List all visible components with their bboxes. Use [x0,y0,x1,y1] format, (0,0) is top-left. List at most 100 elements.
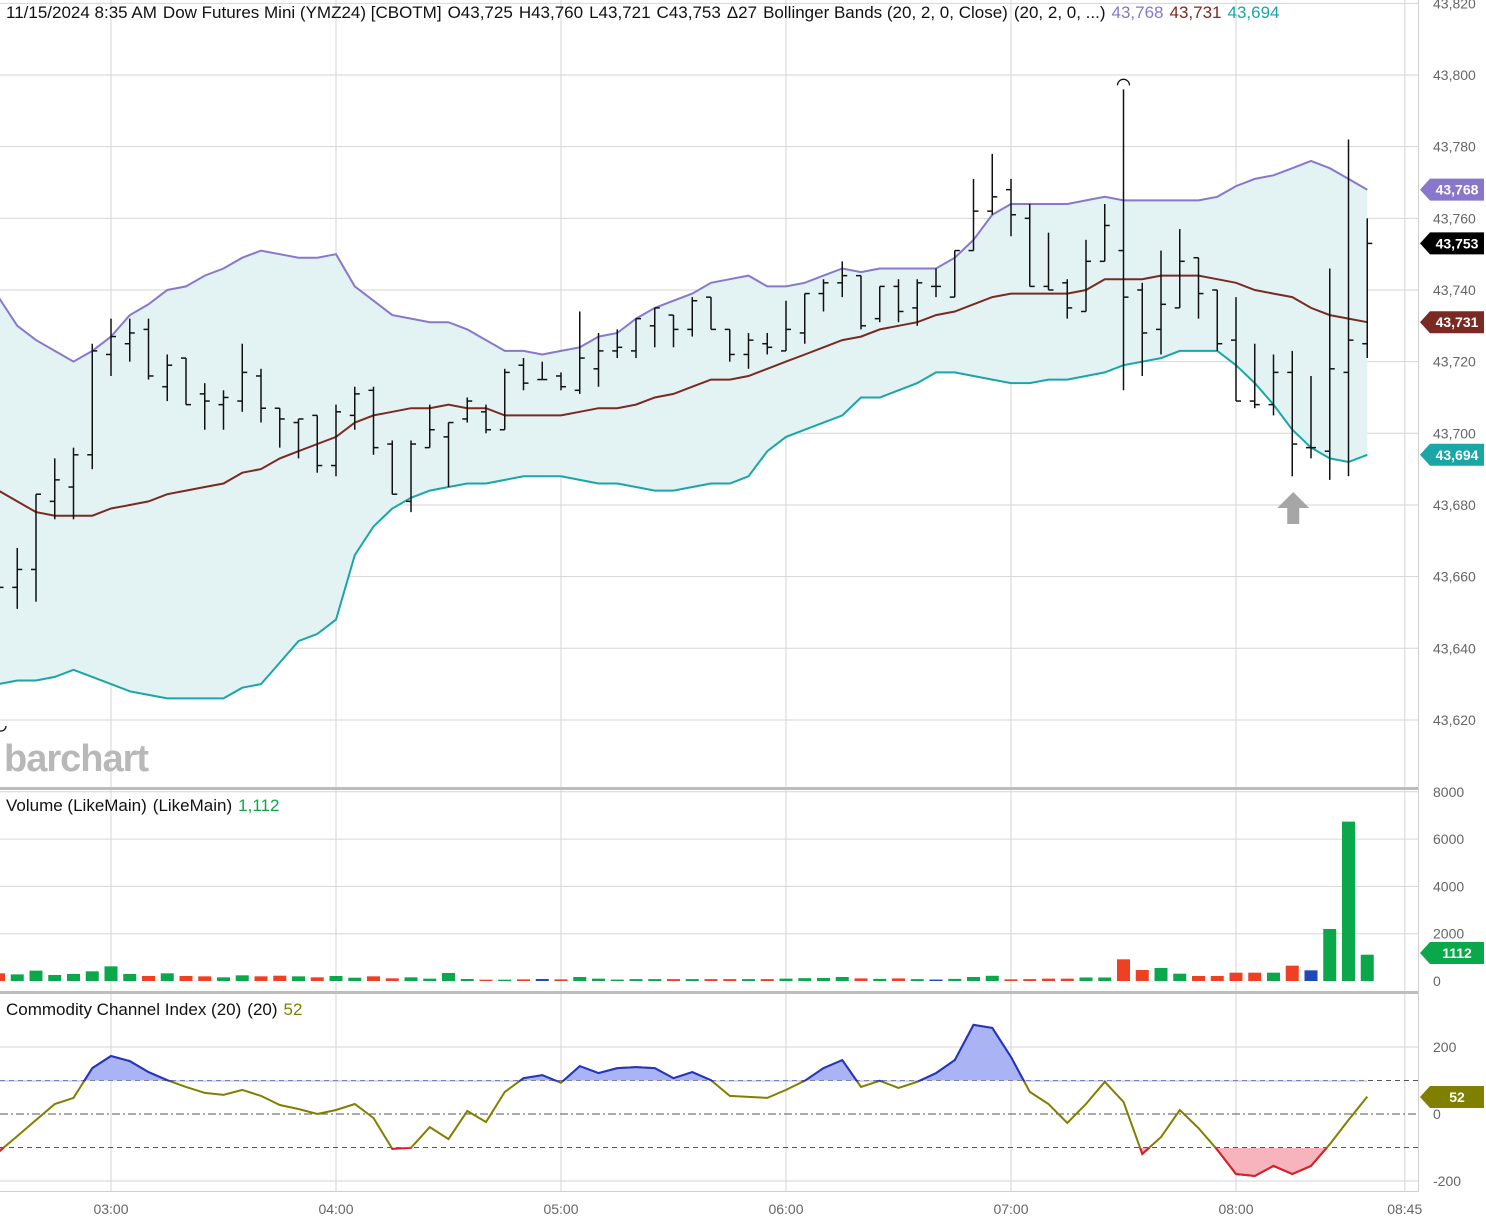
last-price-tag-shape [1420,232,1484,255]
ohlc-bar [1249,343,1260,409]
volume-bar [1192,975,1205,981]
volume-bar [817,977,830,981]
volume-bar [179,975,193,981]
ohlc-bar [237,343,248,412]
upper-band-tag-shape [1420,178,1484,201]
price-tick-label: 43,680 [1433,497,1476,513]
volume-bar [798,978,812,981]
legend-upper-value: 43,768 [1111,3,1164,22]
upper-band-tag: 43,768 [1420,178,1484,201]
volume-bar [1154,967,1168,981]
upper-band-tag-label: 43,768 [1436,182,1479,198]
volume-bar [385,978,399,981]
cci-oversold-line [0,1148,1328,1178]
ohlc-bar [349,386,360,430]
ohlc-bar [293,418,304,459]
ohlc-bar [1268,354,1279,416]
axes: 43,620 43,640 43,660 43,680 43,700 43,720 43,7… [93,0,1476,1217]
ohlc-bar [799,292,810,344]
lower-band-tag-label: 43,694 [1436,447,1479,463]
volume-bar [142,975,155,981]
volume-bar [779,978,793,981]
low-marker-icon [0,725,7,732]
ohlc-bar [1287,350,1298,477]
ohlc-bar [1081,239,1091,313]
legend-open: O43,725 [447,3,513,22]
ohlc-bar [481,404,491,434]
ohlc-bar [1137,282,1148,376]
volume-bar [1079,977,1093,981]
ohlc-bar [218,390,229,430]
ohlc-bar [1193,256,1204,319]
ohlc-bar [593,332,604,387]
time-tick-label: 08:00 [1218,1201,1253,1217]
volume-bar [854,978,868,981]
markers [0,78,1310,732]
volume-bar [629,979,643,981]
bollinger-upper-line [0,159,1368,363]
volume-bar [1042,978,1055,981]
ohlc-bar [1156,250,1166,355]
volume-bar [760,979,774,981]
ohlc-bar [949,249,960,298]
volume-bar [667,979,680,981]
volume-tick-label: 6000 [1433,831,1464,847]
volume-value: 1,112 [238,796,280,815]
volume-bar [254,976,268,981]
volume-bar [1098,977,1112,981]
volume-bar [1117,959,1130,981]
price-tick-label: 43,660 [1433,569,1476,585]
volume-bar [273,975,287,981]
volume-bar [329,975,343,981]
volume-bar [217,977,230,981]
volume-bar [873,978,887,981]
ohlc-bar [649,307,660,348]
bollinger-lower-line [0,349,1368,700]
volume-bar [1004,979,1018,981]
volume-bar [910,979,924,981]
volume-bar [1173,973,1187,981]
price-tick-label: 43,780 [1433,139,1476,155]
ohlc-bar [537,361,548,381]
volume-bar [554,979,568,981]
ohlc-bar [1174,229,1185,309]
volume-bar [0,973,5,981]
time-tick-label: 03:00 [93,1201,128,1217]
ohlc-bar [387,440,398,495]
ohlc-bar [312,414,323,473]
volume-bar [292,976,305,981]
volume-bar [160,973,174,981]
volume-bar [1060,978,1074,981]
volume-params: (LikeMain) [152,796,233,815]
ohlc-bar [1043,232,1054,291]
ohlc-bar [499,368,510,431]
ohlc-bar [274,407,285,448]
bollinger-bands [0,159,1368,700]
middle-band-tag-label: 43,731 [1436,314,1479,330]
volume-bar [367,976,380,981]
ohlc-bar [68,447,79,520]
ohlc-bar [124,318,135,362]
volume-bar [479,979,493,981]
volume-bar [1229,972,1243,981]
price-tick-label: 43,760 [1433,210,1476,226]
ohlc-bar [612,329,623,359]
cci-indicator [0,1023,1418,1178]
cci-line [0,1023,1369,1178]
ohlc-bar [406,440,416,513]
time-tick-label: 07:00 [993,1201,1028,1217]
price-tick-label: 43,820 [1433,0,1476,11]
volume-bar [948,978,962,981]
cci-overbought-fill [0,1024,1368,1082]
volume-bar [723,979,737,981]
ohlc-bar [1324,268,1335,480]
ohlc-bar [818,279,829,312]
volume-title: Volume (LikeMain) [6,796,147,815]
ohlc-bar [368,386,379,455]
legend-instrument: Dow Futures Mini (YMZ24) [CBOTM] [162,3,442,22]
ohlc-bar [1024,203,1035,288]
main-legend: 11/15/2024 8:35 AM Dow Futures Mini (YMZ2… [6,3,1286,23]
lower-band-tag-shape [1420,443,1484,466]
ohlc-bar [518,358,529,391]
